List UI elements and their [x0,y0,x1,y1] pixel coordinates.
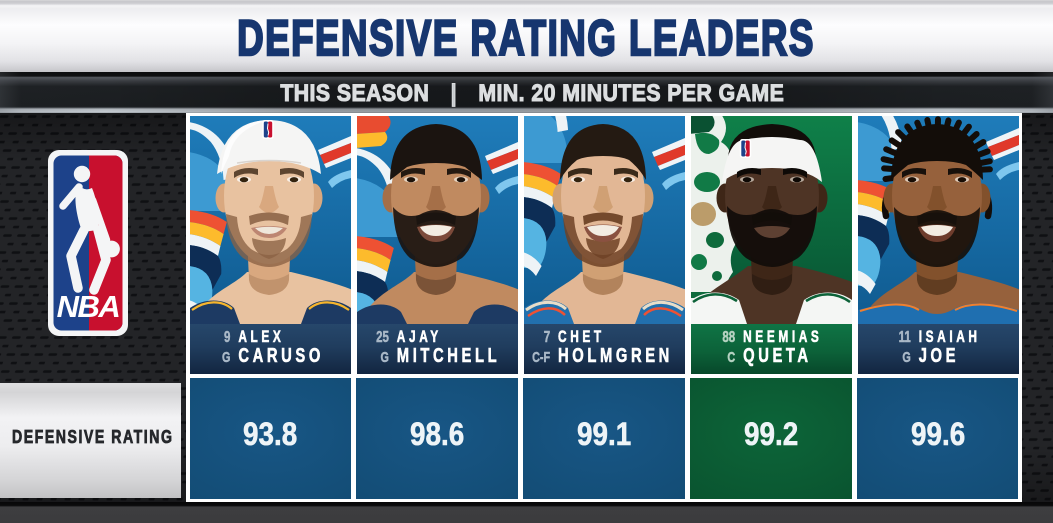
svg-text:NBA: NBA [57,289,120,324]
